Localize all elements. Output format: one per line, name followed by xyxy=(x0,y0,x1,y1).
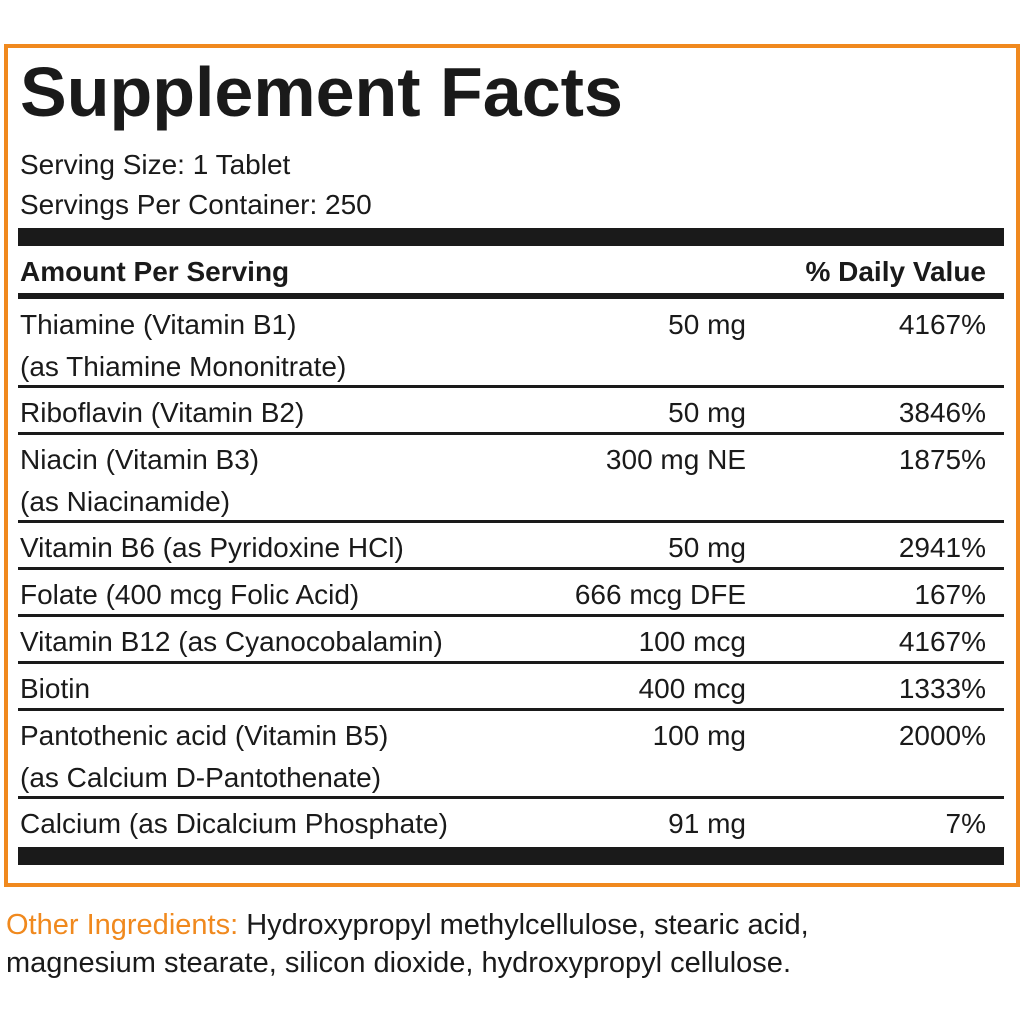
daily-value: 3846% xyxy=(898,397,986,428)
nutrient-name: Folate (400 mcg Folic Acid) xyxy=(20,579,360,610)
amount: 91 mg xyxy=(668,808,746,839)
amount: 50 mg xyxy=(668,532,746,563)
daily-value: 2000% xyxy=(898,720,986,751)
daily-value: 167% xyxy=(914,579,986,610)
amount: 300 mg NE xyxy=(605,444,746,475)
daily-value: 4167% xyxy=(898,626,986,657)
header-daily-value: % Daily Value xyxy=(805,256,986,287)
nutrient-name: (as Niacinamide) xyxy=(20,486,231,517)
row-rule xyxy=(18,796,1004,799)
thick-rule xyxy=(18,847,1004,865)
other-ingredients-text: Hydroxypropyl methylcellulose, stearic a… xyxy=(246,909,809,941)
row-rule xyxy=(18,520,1004,523)
daily-value: 4167% xyxy=(898,309,986,340)
nutrient-name: (as Calcium D-Pantothenate) xyxy=(20,762,382,793)
daily-value: 2941% xyxy=(898,532,986,563)
nutrient-name: Riboflavin (Vitamin B2) xyxy=(20,397,305,428)
amount: 666 mcg DFE xyxy=(574,579,746,610)
nutrient-name: (as Thiamine Mononitrate) xyxy=(20,351,347,382)
daily-value: 1875% xyxy=(898,444,986,475)
nutrient-name: Vitamin B6 (as Pyridoxine HCl) xyxy=(20,532,404,563)
other-ingredients-label: Other Ingredients: xyxy=(6,909,239,941)
servings-per-container: Servings Per Container: 250 xyxy=(20,189,372,220)
row-rule xyxy=(18,567,1004,570)
amount: 400 mcg xyxy=(638,673,746,704)
other-ingredients-text: magnesium stearate, silicon dioxide, hyd… xyxy=(6,947,791,979)
amount: 100 mg xyxy=(652,720,746,751)
label-border xyxy=(4,44,1020,887)
daily-value: 1333% xyxy=(898,673,986,704)
amount: 50 mg xyxy=(668,397,746,428)
amount: 100 mcg xyxy=(638,626,746,657)
amount: 50 mg xyxy=(668,309,746,340)
daily-value: 7% xyxy=(945,808,986,839)
nutrient-name: Biotin xyxy=(20,673,91,704)
row-rule xyxy=(18,385,1004,388)
thick-rule xyxy=(18,228,1004,246)
nutrient-name: Thiamine (Vitamin B1) xyxy=(20,309,297,340)
header-rule xyxy=(18,293,1004,299)
other-ingredients: Other Ingredients: Hydroxypropyl methylc… xyxy=(6,905,809,945)
row-rule xyxy=(18,708,1004,711)
row-rule xyxy=(18,614,1004,617)
nutrient-name: Calcium (as Dicalcium Phosphate) xyxy=(20,808,448,839)
header-amount: Amount Per Serving xyxy=(20,256,290,287)
row-rule xyxy=(18,432,1004,435)
title: Supplement Facts xyxy=(20,53,623,131)
row-rule xyxy=(18,661,1004,664)
nutrient-name: Niacin (Vitamin B3) xyxy=(20,444,260,475)
serving-size: Serving Size: 1 Tablet xyxy=(20,149,291,180)
nutrient-name: Pantothenic acid (Vitamin B5) xyxy=(20,720,389,751)
nutrient-name: Vitamin B12 (as Cyanocobalamin) xyxy=(20,626,443,657)
